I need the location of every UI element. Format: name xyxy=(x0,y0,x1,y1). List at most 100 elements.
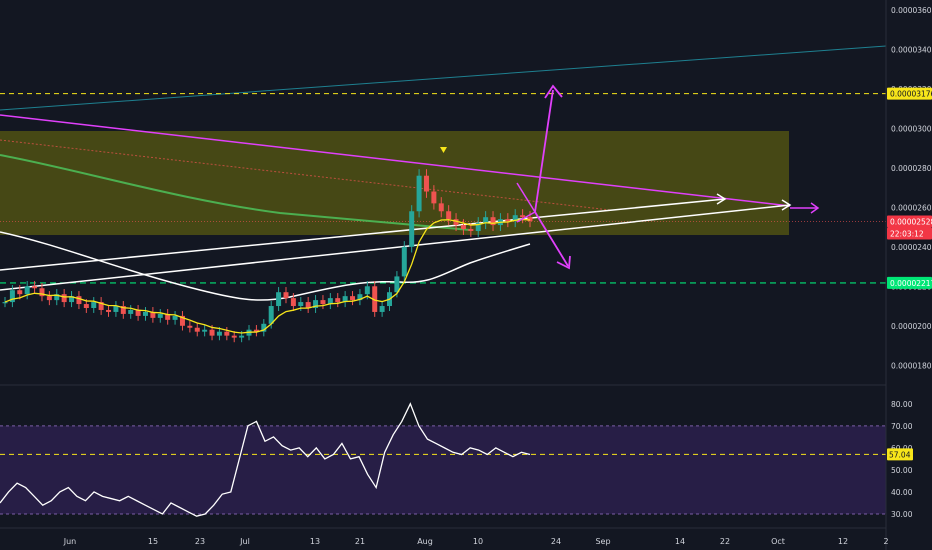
candle-body xyxy=(113,306,119,312)
candle-body xyxy=(165,313,171,320)
candle-body xyxy=(431,191,437,204)
rsi-tick-label: 70.00 xyxy=(891,422,913,431)
rsi-tick-label: 30.00 xyxy=(891,510,913,519)
candle-body xyxy=(239,335,245,338)
down-arrow-shaft xyxy=(534,211,569,267)
candle-body xyxy=(32,286,38,289)
candle-body xyxy=(401,246,407,277)
candle-body xyxy=(172,315,178,320)
candle-body xyxy=(357,294,363,301)
peak-marker xyxy=(440,147,447,153)
candle-body xyxy=(364,286,370,295)
candle-body xyxy=(128,309,134,314)
candle-body xyxy=(453,219,459,226)
candle-body xyxy=(9,290,15,303)
candle-body xyxy=(54,294,60,301)
candle-body xyxy=(327,298,333,305)
candle-body xyxy=(283,292,289,299)
y-tick-label: 0.00002600 xyxy=(891,203,932,212)
candle-body xyxy=(483,217,489,224)
candle-body xyxy=(350,296,356,301)
candle-body xyxy=(157,313,163,318)
support-badge-label: 0.00002217 xyxy=(890,279,932,288)
candle-body xyxy=(2,302,8,304)
candle-body xyxy=(475,223,481,231)
x-tick-label: 24 xyxy=(551,537,561,546)
candle-body xyxy=(61,294,67,303)
candle-body xyxy=(209,329,215,336)
y-tick-label: 0.00003600 xyxy=(891,6,932,15)
candle-body xyxy=(98,302,104,310)
candle-body xyxy=(409,211,415,247)
x-tick-label: 21 xyxy=(355,537,365,546)
x-tick-label: 14 xyxy=(675,537,685,546)
ascending-trendline-2 xyxy=(0,204,791,291)
candle-body xyxy=(194,327,200,332)
green-ma-line xyxy=(0,154,471,231)
candle-body xyxy=(305,302,311,308)
x-tick-label: Sep xyxy=(595,537,610,546)
x-tick-label: 10 xyxy=(473,537,483,546)
x-tick-label: 22 xyxy=(720,537,730,546)
x-tick-label: 23 xyxy=(195,537,205,546)
x-tick-label: 2 xyxy=(883,537,888,546)
candle-body xyxy=(91,302,97,308)
x-tick-label: 12 xyxy=(838,537,848,546)
white-arrow-head-2 xyxy=(781,199,792,211)
candle-body xyxy=(187,325,193,328)
x-tick-label: Oct xyxy=(771,537,785,546)
candle-body xyxy=(253,329,259,332)
channel-line xyxy=(0,45,887,111)
candle-body xyxy=(69,296,75,303)
rsi-tick-label: 60.00 xyxy=(891,444,913,453)
up-arrow-shaft xyxy=(534,89,554,213)
y-tick-label: 0.00002000 xyxy=(891,322,932,331)
resistance-badge xyxy=(887,87,932,100)
candle-body xyxy=(231,335,237,338)
y-tick-label: 0.00002800 xyxy=(891,164,932,173)
candle-body xyxy=(120,306,126,314)
y-tick-label: 0.00003000 xyxy=(891,124,932,133)
candle-body xyxy=(216,331,222,336)
x-tick-label: Jul xyxy=(239,537,250,546)
y-tick-label: 0.00001800 xyxy=(891,361,932,370)
candle-body xyxy=(268,306,274,324)
rsi-line xyxy=(0,402,531,517)
candle-body xyxy=(179,315,185,326)
candle-body xyxy=(24,286,30,295)
countdown-badge xyxy=(887,227,932,240)
candle-body xyxy=(17,290,23,295)
wedge-line-top xyxy=(516,182,536,213)
candle-body xyxy=(335,298,341,303)
ascending-trendline-1 xyxy=(0,198,726,271)
candle-body xyxy=(150,311,156,318)
candle-body xyxy=(527,217,533,222)
candle-body xyxy=(224,331,230,336)
rsi-value-badge xyxy=(887,448,913,461)
descending-trendline xyxy=(0,114,791,207)
last-price-badge xyxy=(887,215,932,228)
candle-body xyxy=(290,298,296,307)
white-arrow-head-1 xyxy=(716,193,727,205)
yellow-ema-line xyxy=(4,218,531,334)
candle-body xyxy=(505,219,511,222)
right-arrow-head xyxy=(810,202,820,214)
candle-body xyxy=(438,203,444,212)
candle-body xyxy=(468,229,474,231)
candle-body xyxy=(76,296,82,305)
support-badge xyxy=(887,276,932,289)
candle-body xyxy=(39,288,45,297)
candle-body xyxy=(490,217,496,226)
supply-zone xyxy=(0,131,789,235)
rsi-tick-label: 40.00 xyxy=(891,488,913,497)
x-tick-label: 13 xyxy=(310,537,320,546)
y-tick-label: 0.00003400 xyxy=(891,45,932,54)
candle-body xyxy=(379,306,385,312)
candle-body xyxy=(394,276,400,293)
candle-body xyxy=(460,225,466,230)
price-pane[interactable] xyxy=(0,45,887,343)
candle-body xyxy=(83,304,89,308)
rsi-pane[interactable] xyxy=(0,402,886,517)
